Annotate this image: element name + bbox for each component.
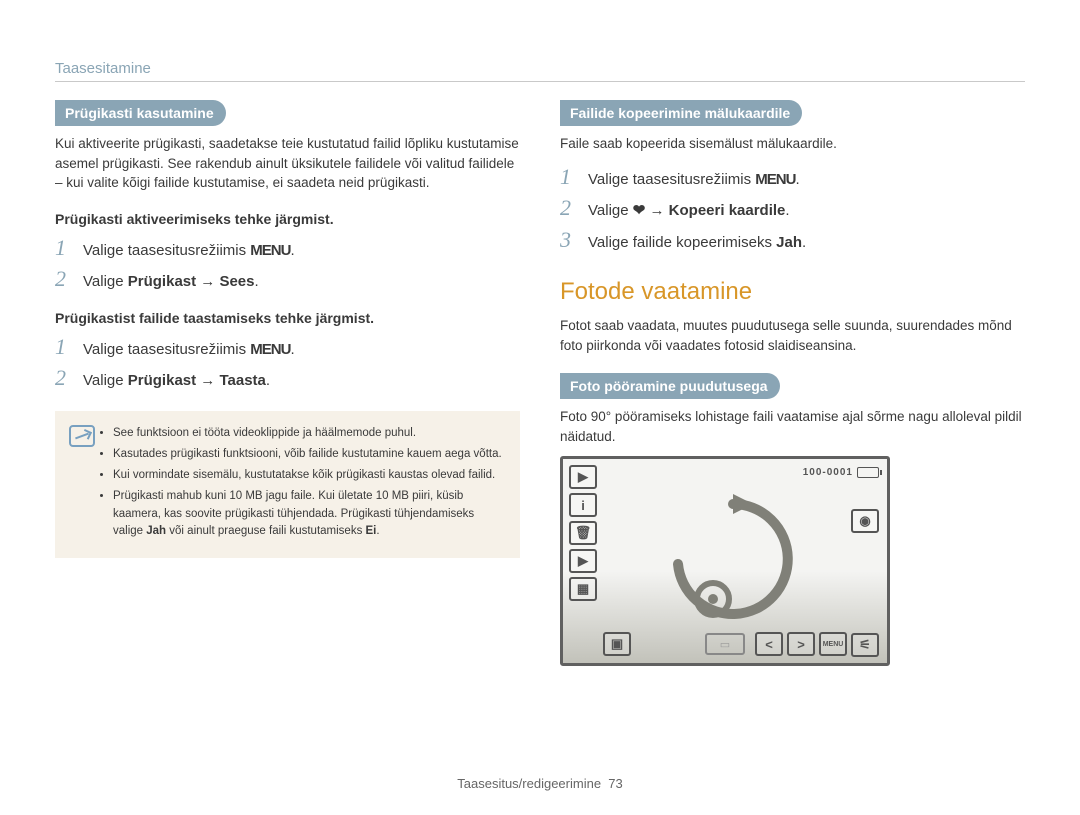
step-text: Valige taasesitusrežiimis MENU. <box>588 169 800 192</box>
left-column: Prügikasti kasutamine Kui aktiveerite pr… <box>55 100 520 666</box>
page-number: 73 <box>608 776 622 791</box>
step-suffix: . <box>255 273 259 290</box>
step-bold: → Kopeeri kaardile <box>645 202 785 219</box>
step-prefix: Valige taasesitusrežiimis <box>83 242 250 259</box>
note-list: See funktsioon ei tööta videoklippide ja… <box>113 425 504 541</box>
step-prefix: Valige <box>83 372 128 389</box>
step-text: Valige Prügikast → Sees. <box>83 271 259 294</box>
step-suffix: . <box>266 372 270 389</box>
para-rotate: Foto 90° pööramiseks lohistage faili vaa… <box>560 407 1025 446</box>
note-bold: Jah <box>146 525 166 537</box>
breadcrumb: Taasesitamine <box>55 60 1025 82</box>
device-right-toolbar: ◉ ⚟ <box>851 509 881 657</box>
step-2b: 2 Valige Prügikast → Taasta. <box>55 367 520 393</box>
para-copy-intro: Faile saab kopeerida sisemälust mälukaar… <box>560 134 1025 154</box>
step-text: Valige ❤ → Kopeeri kaardile. <box>588 200 790 223</box>
badge-recycle-bin: Prügikasti kasutamine <box>55 100 226 126</box>
step-r2: 2 Valige ❤ → Kopeeri kaardile. <box>560 197 1025 223</box>
note-box: See funktsioon ei tööta videoklippide ja… <box>55 411 520 559</box>
section-title-photos: Fotode vaatamine <box>560 278 1025 306</box>
menu-glyph: MENU <box>250 242 290 259</box>
subhead-restore: Prügikastist failide taastamiseks tehke … <box>55 310 520 326</box>
badge-copy-files: Failide kopeerimine mälukaardile <box>560 100 802 126</box>
para-photos-intro: Fotot saab vaadata, muutes puudutusega s… <box>560 316 1025 355</box>
step-bold: Prügikast → Taasta <box>128 372 266 389</box>
para-recycle-intro: Kui aktiveerite prügikasti, saadetakse t… <box>55 134 520 193</box>
menu-button[interactable]: MENU <box>819 632 847 656</box>
step-number: 1 <box>55 237 83 259</box>
step-number: 2 <box>560 197 588 219</box>
step-suffix: . <box>795 171 799 188</box>
battery-icon <box>857 467 879 478</box>
note-text: või ainult praeguse faili kustutamiseks <box>166 525 365 537</box>
device-bottom-bar: ▣ ▭ < > MENU <box>603 631 847 657</box>
subhead-activate: Prügikasti aktiveerimiseks tehke järgmis… <box>55 211 520 227</box>
nav-strip-icon[interactable]: ▭ <box>705 633 745 655</box>
step-number: 2 <box>55 268 83 290</box>
prev-icon[interactable]: < <box>755 632 783 656</box>
note-item: See funktsioon ei tööta videoklippide ja… <box>113 425 504 442</box>
grid-icon[interactable]: ▦ <box>569 577 597 601</box>
trash-icon[interactable]: 🗑 <box>569 521 597 545</box>
menu-glyph: MENU <box>755 171 795 188</box>
device-left-toolbar: ▶ i 🗑 ▶ ▦ <box>569 465 599 657</box>
rotate-gesture-icon <box>658 489 808 639</box>
next-icon[interactable]: > <box>787 632 815 656</box>
device-screenshot: 100-0001 ▶ i 🗑 ▶ ▦ ◉ ⚟ <box>560 456 890 666</box>
step-text: Valige taasesitusrežiimis MENU. <box>83 240 295 263</box>
note-item: Kasutades prügikasti funktsiooni, võib f… <box>113 446 504 463</box>
step-2a: 1 Valige taasesitusrežiimis MENU. <box>55 336 520 362</box>
step-bold: Prügikast → Sees <box>128 273 255 290</box>
page-footer: Taasesitus/redigeerimine 73 <box>0 776 1080 791</box>
note-item: Prügikasti mahub kuni 10 MB jagu faile. … <box>113 488 504 540</box>
step-text: Valige failide kopeerimiseks Jah. <box>588 232 806 255</box>
step-number: 2 <box>55 367 83 389</box>
step-r1: 1 Valige taasesitusrežiimis MENU. <box>560 166 1025 192</box>
heart-down-icon: ❤ <box>633 202 646 219</box>
step-number: 1 <box>55 336 83 358</box>
right-column: Failide kopeerimine mälukaardile Faile s… <box>560 100 1025 666</box>
step-1b: 2 Valige Prügikast → Sees. <box>55 268 520 294</box>
note-icon <box>69 425 95 447</box>
step-suffix: . <box>785 202 789 219</box>
device-counter: 100-0001 <box>803 467 853 478</box>
note-text: . <box>376 525 379 537</box>
step-suffix: . <box>290 242 294 259</box>
device-status-bar: 100-0001 <box>803 467 879 478</box>
step-prefix: Valige taasesitusrežiimis <box>83 341 250 358</box>
step-prefix: Valige <box>83 273 128 290</box>
step-number: 3 <box>560 229 588 251</box>
note-bold: Ei <box>366 525 377 537</box>
step-prefix: Valige taasesitusrežiimis <box>588 171 755 188</box>
wireless-icon[interactable]: ⚟ <box>851 633 879 657</box>
note-item: Kui vormindate sisemälu, kustutatakse kõ… <box>113 467 504 484</box>
step-prefix: Valige <box>588 202 633 219</box>
two-column-layout: Prügikasti kasutamine Kui aktiveerite pr… <box>55 100 1025 666</box>
step-bold: Jah <box>776 234 802 251</box>
step-suffix: . <box>290 341 294 358</box>
step-r3: 3 Valige failide kopeerimiseks Jah. <box>560 229 1025 255</box>
step-1a: 1 Valige taasesitusrežiimis MENU. <box>55 237 520 263</box>
info-icon[interactable]: i <box>569 493 597 517</box>
camera-icon[interactable]: ◉ <box>851 509 879 533</box>
play-icon[interactable]: ▶ <box>569 465 597 489</box>
step-text: Valige taasesitusrežiimis MENU. <box>83 339 295 362</box>
slideshow-icon[interactable]: ▶ <box>569 549 597 573</box>
step-prefix: Valige failide kopeerimiseks <box>588 234 776 251</box>
step-suffix: . <box>802 234 806 251</box>
step-number: 1 <box>560 166 588 188</box>
step-text: Valige Prügikast → Taasta. <box>83 370 270 393</box>
badge-rotate: Foto pööramine puudutusega <box>560 373 780 399</box>
menu-glyph: MENU <box>250 341 290 358</box>
thumbnail-icon[interactable]: ▣ <box>603 632 631 656</box>
footer-text: Taasesitus/redigeerimine <box>457 776 601 791</box>
